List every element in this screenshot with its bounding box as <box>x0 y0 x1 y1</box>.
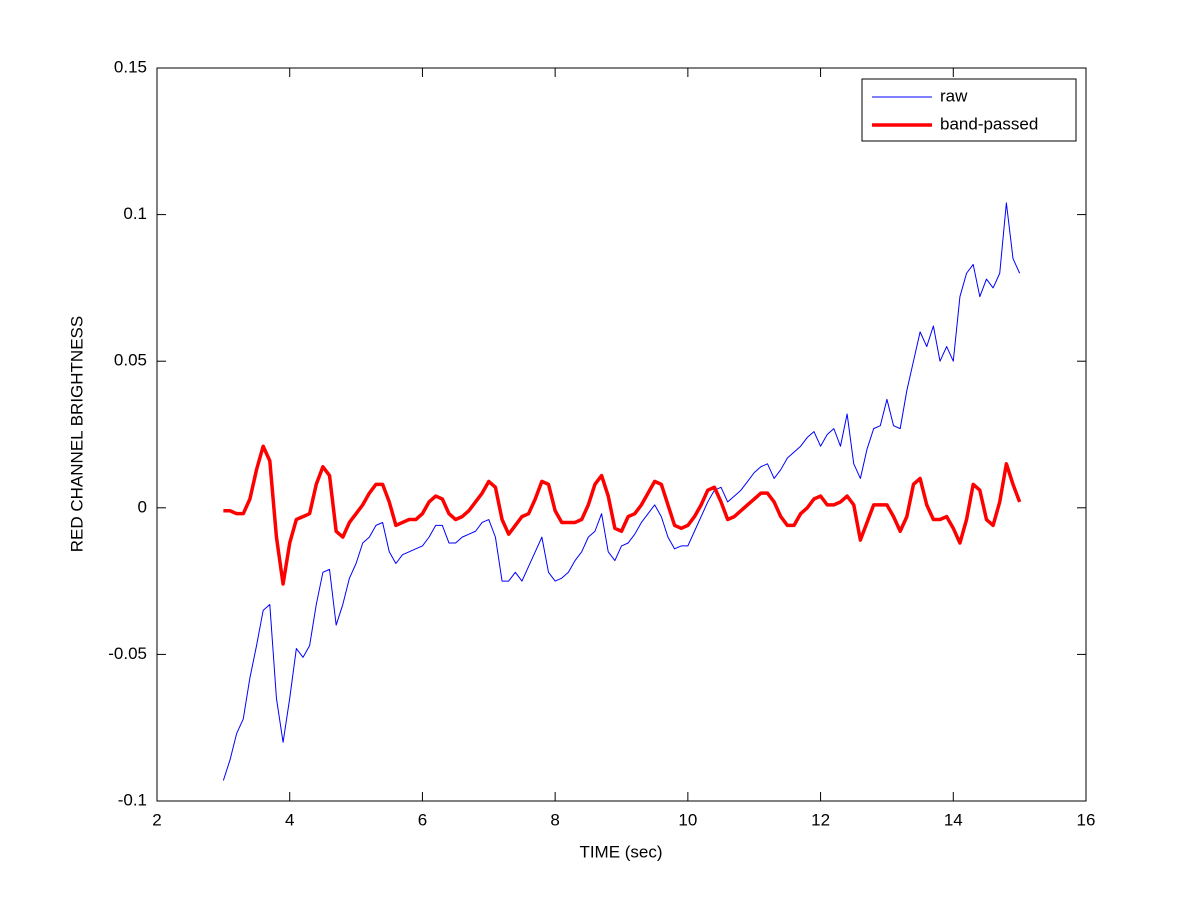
x-tick-label: 12 <box>811 810 830 829</box>
x-tick-label: 6 <box>418 810 427 829</box>
y-tick-label: 0.1 <box>123 204 147 223</box>
y-axis-label: RED CHANNEL BRIGHTNESS <box>67 316 86 552</box>
x-tick-label: 10 <box>678 810 697 829</box>
x-axis-label: TIME (sec) <box>579 842 662 861</box>
y-tick-label: 0 <box>138 497 147 516</box>
x-tick-label: 8 <box>550 810 559 829</box>
legend-label: raw <box>940 86 968 105</box>
y-tick-label: 0.15 <box>114 57 147 76</box>
x-tick-label: 2 <box>152 810 161 829</box>
plot-area <box>156 67 1087 802</box>
legend-label: band-passed <box>940 114 1038 133</box>
y-tick-label: 0.05 <box>114 351 147 370</box>
legend-box <box>861 78 1077 142</box>
y-tick-label: -0.05 <box>108 644 147 663</box>
x-tick-label: 4 <box>285 810 294 829</box>
x-tick-label: 14 <box>944 810 963 829</box>
y-tick-label: -0.1 <box>118 790 147 809</box>
x-tick-label: 16 <box>1077 810 1096 829</box>
data-line <box>222 202 1021 781</box>
data-line <box>223 444 1022 586</box>
